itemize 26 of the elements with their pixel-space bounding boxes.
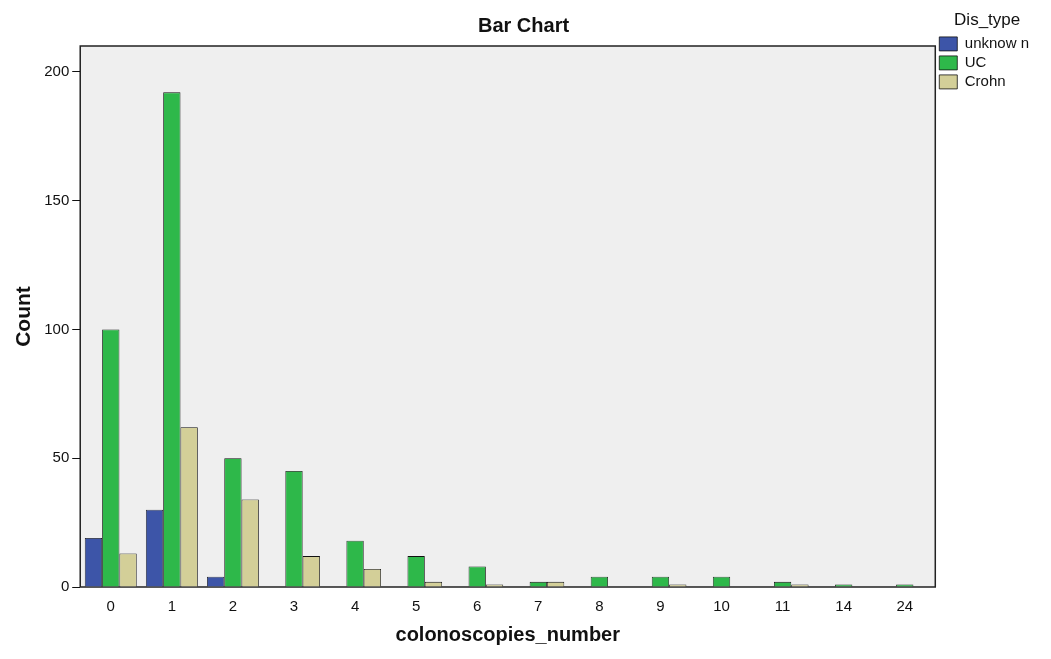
x-tick-label: 5 bbox=[411, 597, 421, 615]
x-axis-title: colonoscopies_number bbox=[395, 622, 621, 645]
y-tick-label: 50 bbox=[52, 448, 70, 466]
x-tick-label: 8 bbox=[595, 597, 604, 615]
x-tick-label: 9 bbox=[656, 597, 665, 615]
x-tick-label: 0 bbox=[106, 597, 115, 615]
chart-title: Bar Chart bbox=[477, 13, 570, 36]
y-tick-label: 200 bbox=[44, 61, 70, 79]
x-tick-label: 14 bbox=[835, 597, 853, 615]
x-tick-label: 1 bbox=[167, 597, 177, 615]
y-tick-label: 0 bbox=[60, 577, 70, 595]
legend-label: unknow n bbox=[964, 34, 1030, 52]
y-tick-label: 100 bbox=[44, 319, 70, 337]
x-tick-label: 24 bbox=[896, 597, 914, 615]
x-tick-label: 7 bbox=[534, 597, 543, 615]
x-tick-label: 3 bbox=[289, 597, 299, 615]
y-tick-label: 150 bbox=[44, 190, 70, 208]
y-axis-title: Count bbox=[11, 286, 35, 347]
x-tick-label: 10 bbox=[713, 597, 730, 615]
x-tick-label: 6 bbox=[473, 597, 482, 615]
legend-label: UC bbox=[964, 53, 987, 71]
x-tick-label: 4 bbox=[350, 597, 360, 615]
legend-title: Dis_type bbox=[954, 10, 1021, 30]
x-tick-label: 2 bbox=[228, 597, 238, 615]
x-tick-label: 11 bbox=[774, 597, 791, 615]
legend-label: Crohn bbox=[964, 72, 1006, 90]
